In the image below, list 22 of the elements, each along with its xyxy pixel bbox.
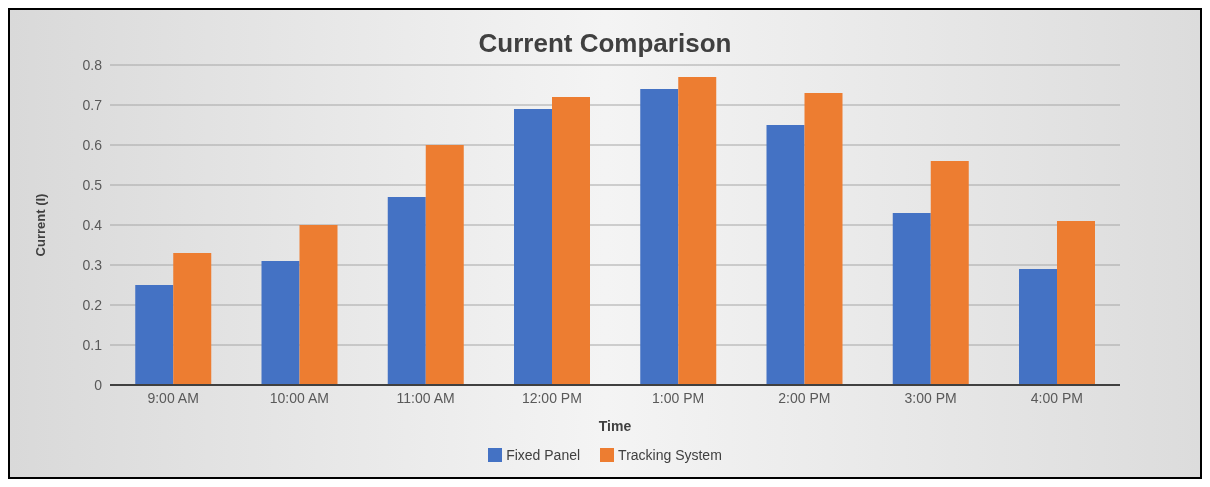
y-axis-title: Current (I) bbox=[32, 193, 48, 257]
y-tick-label: 0.8 bbox=[82, 56, 103, 73]
x-tick-label: 11:00 AM bbox=[396, 389, 455, 406]
legend-label: Tracking System bbox=[618, 447, 722, 463]
x-tick-label: 12:00 PM bbox=[521, 389, 582, 406]
y-tick-label: 0.1 bbox=[82, 336, 103, 353]
y-tick-label: 0.6 bbox=[82, 136, 103, 153]
x-tick-label: 9:00 AM bbox=[147, 389, 199, 406]
legend-label: Fixed Panel bbox=[506, 447, 581, 463]
y-tick-label: 0.3 bbox=[82, 256, 103, 273]
x-tick-label: 1:00 PM bbox=[652, 389, 705, 406]
x-tick-label: 4:00 PM bbox=[1030, 389, 1083, 406]
y-tick-label: 0.5 bbox=[82, 176, 103, 193]
y-tick-label: 0.2 bbox=[82, 296, 103, 313]
chart-title: Current Comparison bbox=[478, 28, 732, 58]
x-tick-label: 10:00 AM bbox=[269, 389, 329, 406]
y-tick-label: 0.7 bbox=[82, 96, 103, 113]
y-tick-label: 0.4 bbox=[82, 216, 103, 233]
y-tick-label: 0 bbox=[94, 376, 103, 393]
x-tick-label: 3:00 PM bbox=[904, 389, 957, 406]
x-axis-title: Time bbox=[598, 418, 632, 434]
x-tick-label: 2:00 PM bbox=[778, 389, 831, 406]
